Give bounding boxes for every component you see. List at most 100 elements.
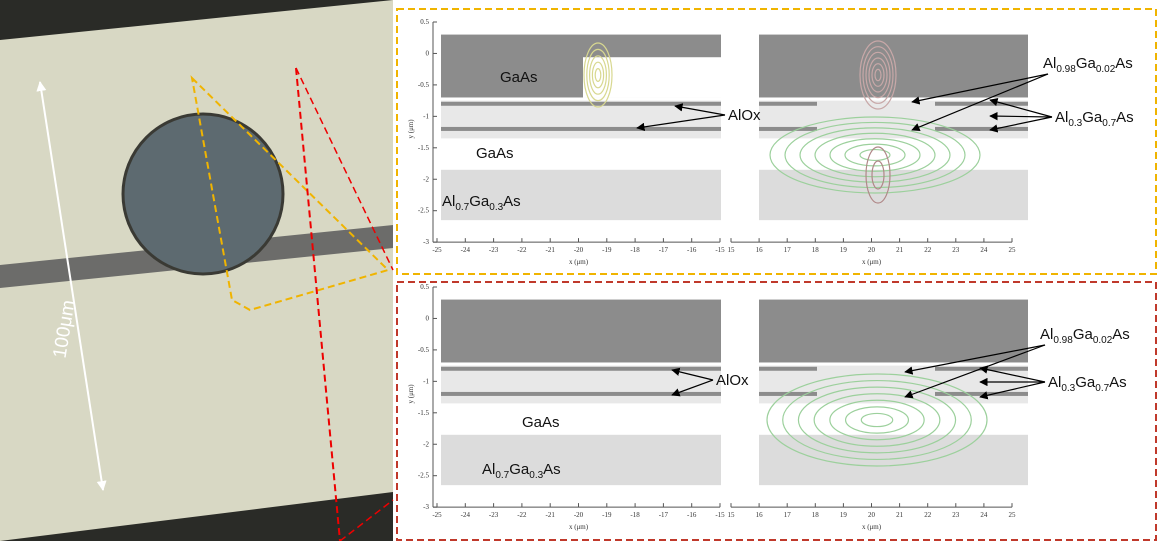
aperture (123, 114, 283, 274)
photo: 100μm (0, 0, 393, 541)
alox-layer (935, 102, 1028, 106)
x-tick-label: -24 (461, 511, 471, 519)
x-tick-label: 24 (980, 246, 988, 254)
x-tick-label: 18 (812, 246, 820, 254)
x-tick-label: -22 (517, 511, 527, 519)
x-tick-label: 25 (1009, 246, 1017, 254)
y-tick-label: -2 (423, 175, 429, 183)
x-axis-label: x (μm) (569, 523, 589, 531)
layer-algaas-07 (759, 170, 1028, 220)
label-part: 0.3 (1068, 118, 1082, 129)
x-tick-label: 17 (784, 246, 792, 254)
layer-label: Al0.3Ga0.7As (1055, 109, 1134, 129)
label-part: 0.98 (1053, 335, 1073, 346)
mode-contour (830, 400, 924, 439)
x-tick-label: -21 (546, 511, 556, 519)
y-tick-label: -1 (423, 377, 429, 385)
y-tick-label: 0.5 (420, 18, 429, 26)
label-part: As (1112, 326, 1130, 343)
label-part: Al (1055, 109, 1068, 126)
label-part: Al (482, 461, 495, 478)
alox-layer (441, 102, 721, 106)
x-tick-label: -15 (715, 511, 725, 519)
layer-gaas-cap (441, 300, 721, 363)
x-tick-label: -19 (602, 511, 612, 519)
x-tick-label: -18 (630, 246, 640, 254)
x-tick-label: 20 (868, 511, 876, 519)
x-tick-label: 17 (784, 511, 792, 519)
x-tick-label: 25 (1009, 511, 1017, 519)
y-axis-label: y (μm) (407, 384, 415, 404)
label-part: As (1115, 55, 1133, 72)
label-part: 0.3 (489, 202, 503, 213)
label-part: 0.7 (455, 202, 469, 213)
x-tick-label: -21 (546, 246, 556, 254)
y-tick-label: 0 (426, 49, 430, 57)
alox-layer (441, 367, 721, 371)
y-tick-label: -3 (423, 503, 429, 511)
layer-label: AlOx (716, 372, 749, 389)
x-axis-label: x (μm) (862, 523, 882, 531)
layer-gaas-cap (759, 300, 1028, 363)
alox-layer (759, 127, 817, 131)
x-tick-label: -17 (659, 511, 669, 519)
x-tick-label: -23 (489, 511, 499, 519)
y-tick-label: 0.5 (420, 283, 429, 291)
label-part: Ga (1075, 374, 1096, 391)
layer-label: Al0.98Ga0.02As (1043, 55, 1133, 75)
label-part: Al (442, 193, 455, 210)
y-tick-label: 0 (426, 314, 430, 322)
x-tick-label: -18 (630, 511, 640, 519)
layer-gaas-cap (759, 35, 1028, 98)
label-part: 0.7 (495, 470, 509, 481)
y-tick-label: -1.5 (418, 409, 430, 417)
y-tick-label: -1.5 (418, 144, 430, 152)
label-part: 0.7 (1102, 118, 1116, 129)
alox-layer (759, 102, 817, 106)
layer-label: GaAs (500, 69, 538, 86)
y-axis-label: y (μm) (407, 119, 415, 139)
y-tick-label: -2.5 (418, 207, 430, 215)
y-tick-label: -3 (423, 238, 429, 246)
x-tick-label: -25 (432, 511, 442, 519)
layer-label: GaAs (476, 145, 514, 162)
x-tick-label: 19 (840, 511, 848, 519)
layer-algaas (759, 101, 1028, 139)
y-tick-label: -1 (423, 112, 429, 120)
x-tick-label: -15 (715, 246, 725, 254)
layer-label: AlOx (728, 107, 761, 124)
x-tick-label: 23 (952, 511, 960, 519)
label-part: Ga (1076, 55, 1097, 72)
x-axis-label: x (μm) (862, 258, 882, 266)
mode-contour (861, 413, 892, 426)
x-tick-label: 20 (868, 246, 876, 254)
label-part: Al (1043, 55, 1056, 72)
label-part: 0.3 (529, 470, 543, 481)
x-tick-label: -23 (489, 246, 499, 254)
y-tick-label: -2 (423, 440, 429, 448)
label-part: 0.7 (1095, 383, 1109, 394)
x-tick-label: 21 (896, 511, 904, 519)
x-tick-label: -16 (687, 511, 697, 519)
x-tick-label: 15 (728, 511, 736, 519)
x-axis-label: x (μm) (569, 258, 589, 266)
x-tick-label: 16 (756, 246, 764, 254)
x-tick-label: 22 (924, 246, 932, 254)
label-part: Al (1048, 374, 1061, 391)
label-part: 0.3 (1061, 383, 1075, 394)
x-tick-label: 22 (924, 511, 932, 519)
x-tick-label: -20 (574, 246, 584, 254)
alox-layer (441, 127, 721, 131)
x-tick-label: 21 (896, 246, 904, 254)
x-tick-label: -25 (432, 246, 442, 254)
x-tick-label: 16 (756, 511, 764, 519)
layer-label: GaAs (522, 414, 560, 431)
label-part: Ga (1082, 109, 1103, 126)
x-tick-label: 19 (840, 246, 848, 254)
x-tick-label: -24 (461, 246, 471, 254)
label-part: As (503, 193, 521, 210)
x-tick-label: 23 (952, 246, 960, 254)
label-part: Ga (1073, 326, 1094, 343)
x-tick-label: 24 (980, 511, 988, 519)
x-tick-label: -20 (574, 511, 584, 519)
